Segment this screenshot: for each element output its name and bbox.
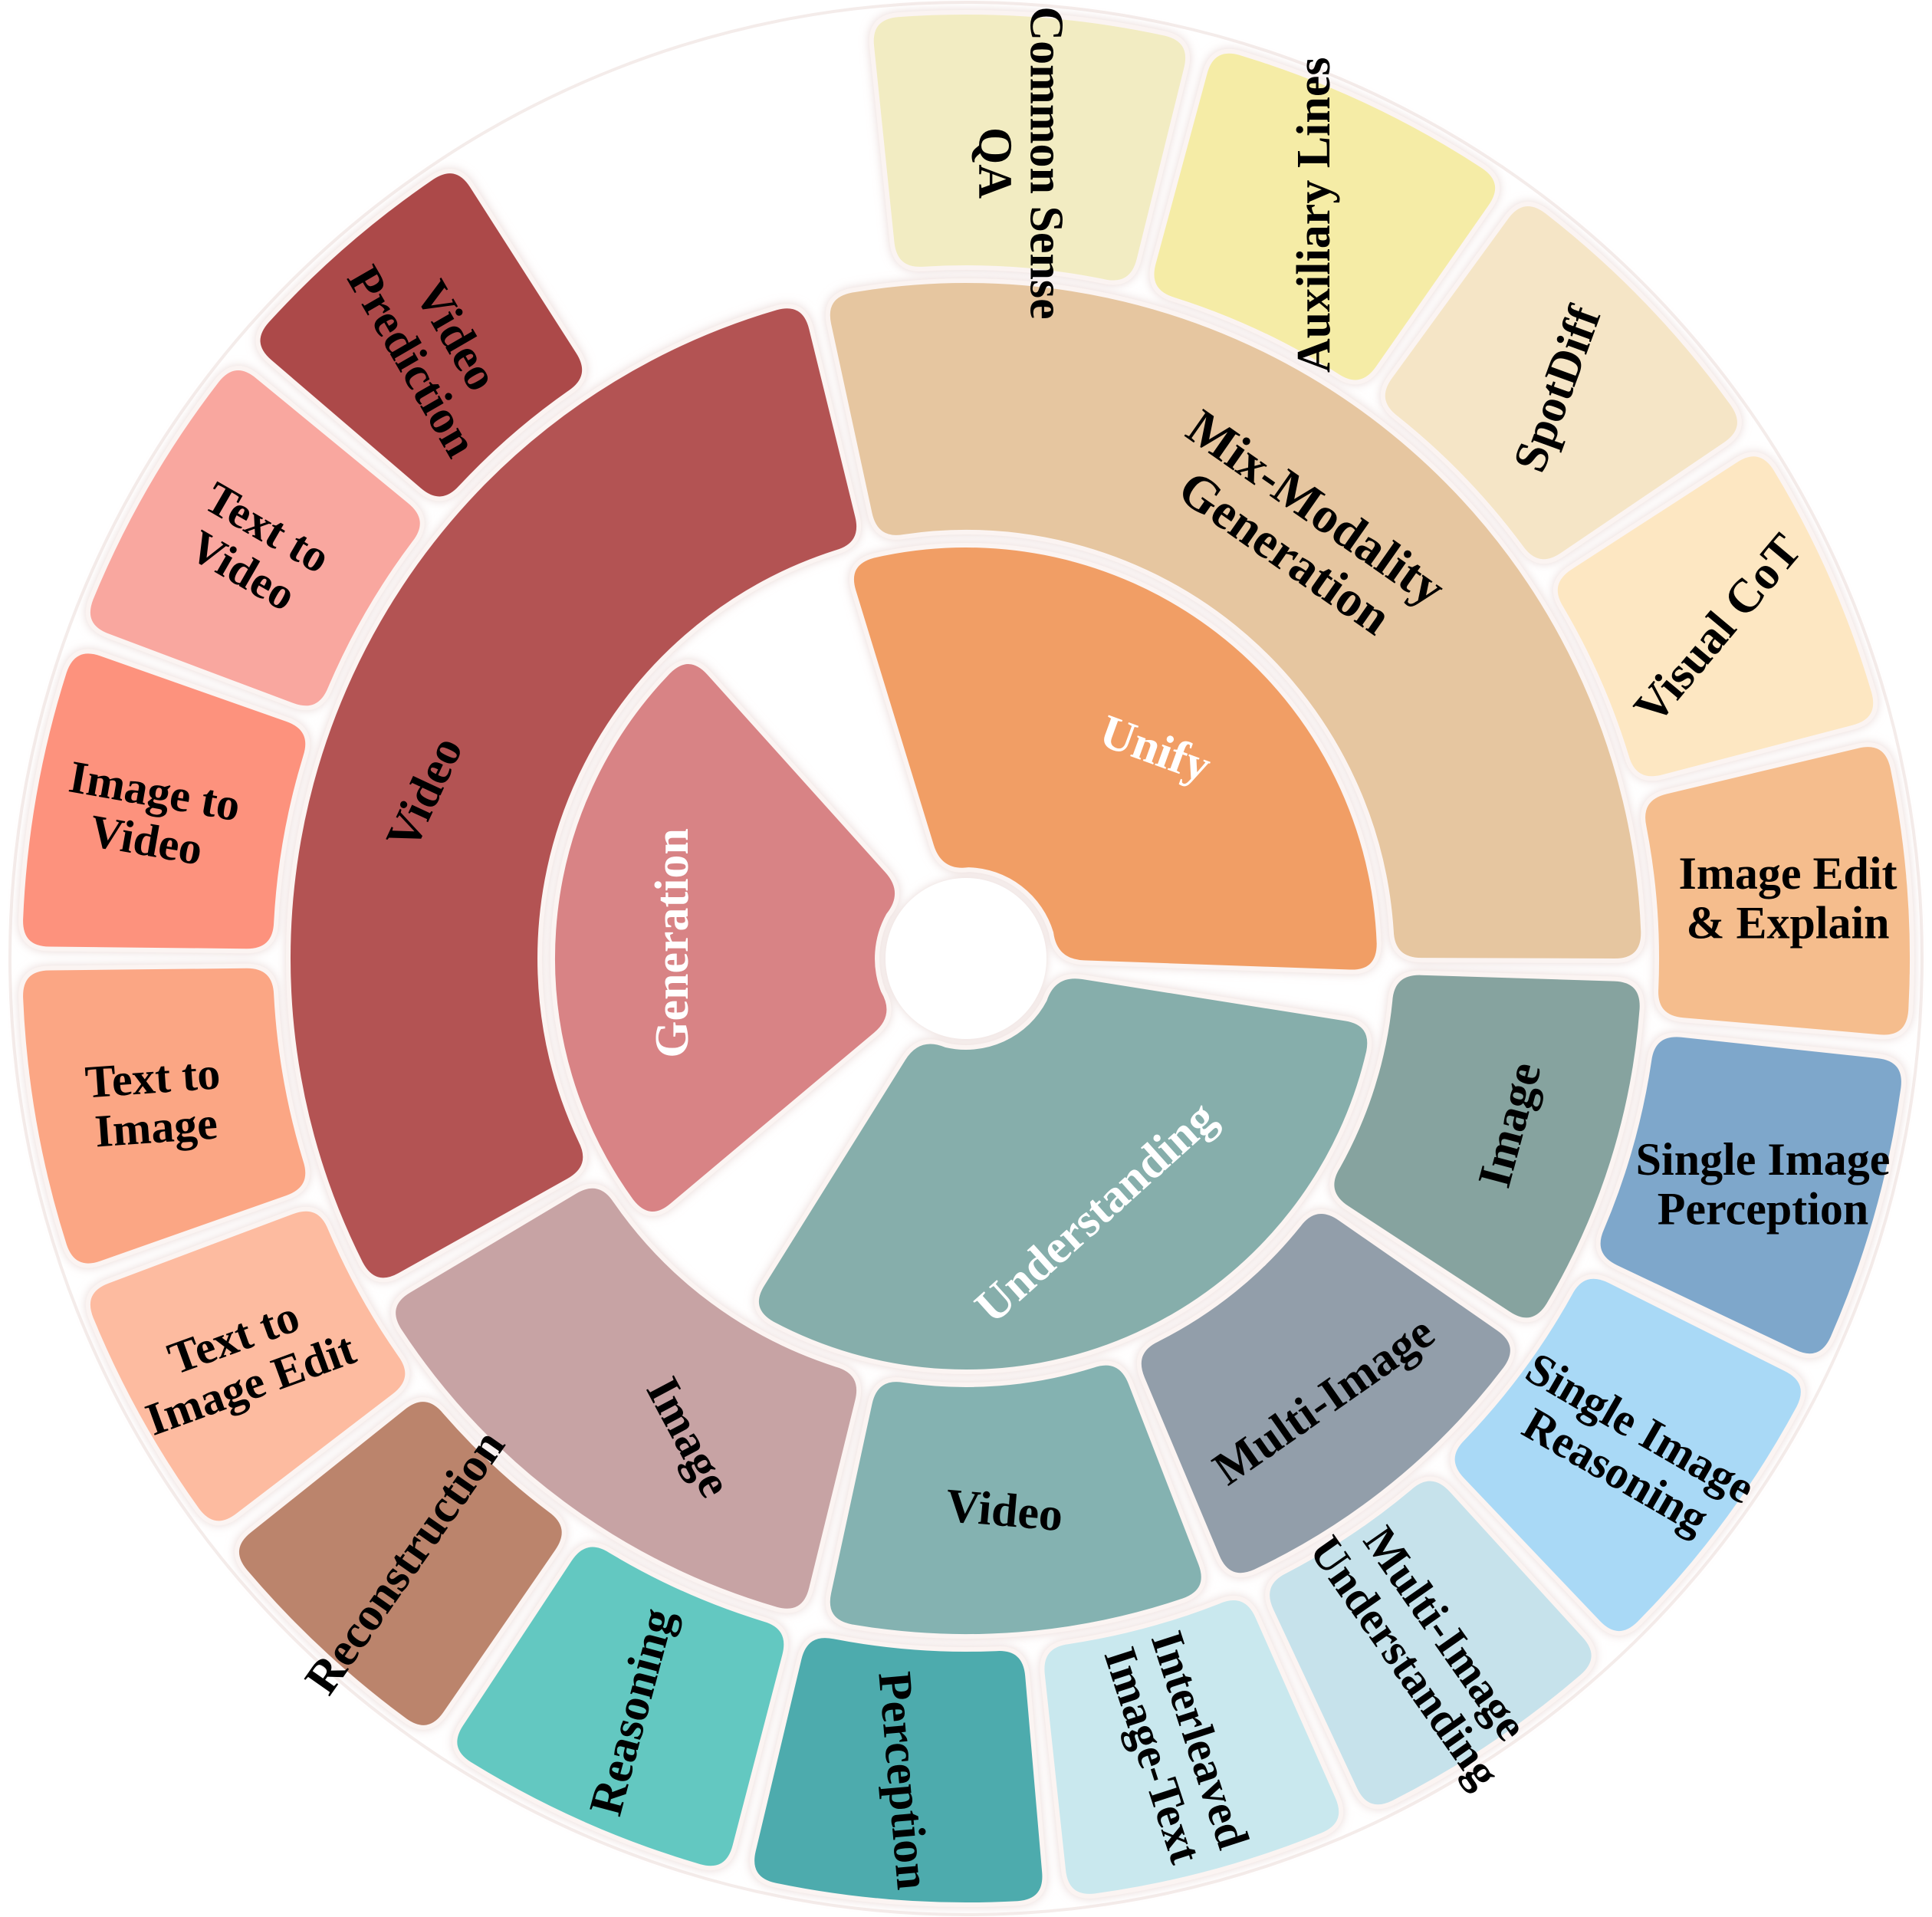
outer-segment-multi-image-understanding <box>1265 1476 1596 1810</box>
middle-segment-multi-image <box>1136 1209 1515 1578</box>
outer-label-text-to-image: Text toImage <box>84 1047 225 1157</box>
inner-label-line: Generation <box>646 828 698 1058</box>
outer-label-common-sense-qa: Common SenseQA <box>968 6 1072 319</box>
outer-label-line: Image Edit <box>1679 848 1898 899</box>
middle-segment-mix-modality-generation <box>825 278 1646 964</box>
outer-segment-text-to-video <box>86 366 425 711</box>
outer-segment-single-image-perception <box>1595 1032 1906 1359</box>
outer-segment-text-to-image <box>18 963 310 1268</box>
middle-label-understanding-video: Video <box>944 1479 1065 1541</box>
outer-segment-interleaved-image-text <box>1040 1596 1344 1899</box>
outer-segment-reconstruction <box>234 1397 567 1730</box>
inner-ring <box>550 543 1382 1374</box>
middle-segment-generation-image <box>391 1183 862 1613</box>
outer-segment-image-to-video <box>18 649 310 954</box>
outer-segment-auxiliary-lines <box>1149 48 1500 385</box>
outer-label-line: Common Sense <box>1020 6 1072 319</box>
outer-label-single-image-perception: Single Image Perception <box>1636 1134 1891 1235</box>
middle-ring <box>286 278 1646 1639</box>
inner-label-generation: Generation <box>646 828 698 1058</box>
outer-label-line: & Explain <box>1686 898 1889 949</box>
middle-label-line: Video <box>944 1479 1065 1541</box>
outer-label-line: Text to <box>84 1047 222 1107</box>
outer-label-image-edit-explain: Image Edit & Explain <box>1679 848 1898 949</box>
middle-segment-understanding-video <box>825 1360 1206 1639</box>
outer-segment-common-sense-qa <box>869 9 1191 285</box>
center-hub <box>886 878 1046 1039</box>
outer-label-line: Perception <box>1658 1184 1868 1235</box>
inner-segment-understanding <box>754 974 1372 1374</box>
outer-segment-single-image-reasoning <box>1450 1274 1806 1636</box>
outer-label-line: Image <box>94 1098 219 1157</box>
outer-label-auxiliary-lines: Auxiliary Lines <box>1288 57 1340 373</box>
outer-label-line: Single Image <box>1636 1134 1891 1185</box>
inner-segment-unify <box>849 543 1382 975</box>
outer-segment-perception <box>750 1633 1047 1907</box>
inner-segment-generation <box>550 659 900 1216</box>
middle-segment-understanding-image <box>1329 970 1644 1323</box>
outer-segment-text-to-image-edit <box>86 1206 410 1526</box>
outer-label-line: QA <box>968 127 1020 199</box>
outer-segment-spotdiff <box>1380 202 1742 564</box>
outer-ring <box>18 9 1914 1907</box>
outer-segment-visual-cot <box>1552 452 1878 781</box>
outer-segment-image-edit-explain <box>1641 742 1914 1040</box>
outer-label-line: Auxiliary Lines <box>1288 57 1340 373</box>
middle-segment-generation-video <box>286 304 862 1283</box>
outer-segment-reasoning <box>452 1542 789 1871</box>
outer-segment-video-prediction <box>255 169 587 501</box>
